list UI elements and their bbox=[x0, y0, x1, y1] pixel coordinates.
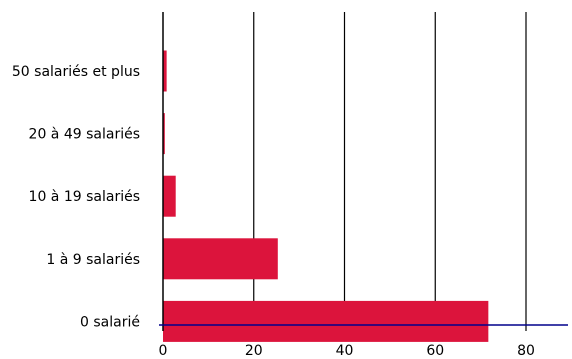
labels: 0 20 40 60 80 50 salariés et plus 20 à 49 sala… bbox=[12, 64, 535, 359]
axes bbox=[159, 12, 568, 331]
bar-0 bbox=[163, 50, 167, 92]
bar-4 bbox=[163, 300, 489, 342]
bars bbox=[163, 50, 489, 342]
category-label-1: 20 à 49 salariés bbox=[29, 127, 140, 143]
bar-3 bbox=[163, 238, 278, 280]
category-label-2: 10 à 19 salariés bbox=[29, 189, 140, 205]
x-tick-label-20: 20 bbox=[245, 343, 263, 359]
gridlines bbox=[253, 12, 527, 331]
bar-2 bbox=[163, 175, 176, 217]
category-label-4: 0 salarié bbox=[80, 314, 140, 330]
x-tick-label-40: 40 bbox=[336, 343, 354, 359]
category-label-3: 1 à 9 salariés bbox=[46, 252, 140, 268]
x-tick-label-80: 80 bbox=[517, 343, 535, 359]
x-tick-label-60: 60 bbox=[426, 343, 444, 359]
x-tick-label-0: 0 bbox=[159, 343, 168, 359]
bar-1 bbox=[163, 113, 165, 155]
category-label-0: 50 salariés et plus bbox=[12, 64, 140, 80]
